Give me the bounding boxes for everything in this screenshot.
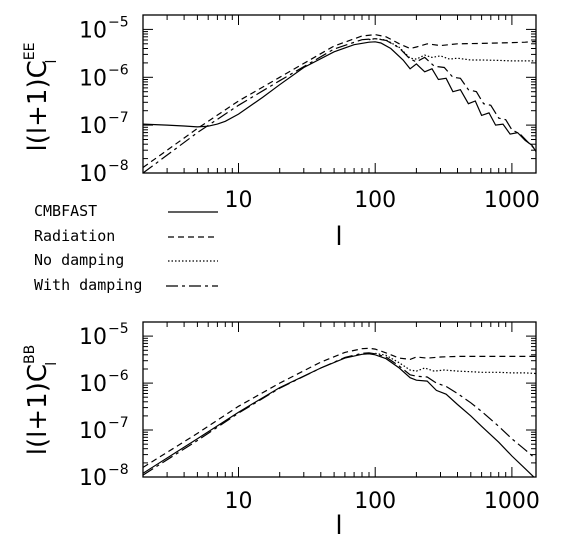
series-line-bb-cmbfast <box>143 354 536 479</box>
plot-frame-ee <box>143 15 536 173</box>
series-line-ee-cmbfast <box>143 42 536 152</box>
y-axis-label-ee-sup: EE <box>22 43 38 61</box>
plot-frame-bb <box>143 322 536 477</box>
y-axis-label-ee-base: l(l+1)C <box>23 60 53 151</box>
x-tick-label-ee: 1000 <box>484 188 540 213</box>
legend-item-radiation: Radiation <box>34 227 218 245</box>
y-axis-label-bb-base: l(l+1)C <box>23 364 53 455</box>
y-tick-exponent-ee: −8 <box>108 158 129 174</box>
y-axis-label-ee-sub: l <box>44 60 60 64</box>
series-line-bb-radiation <box>143 348 536 467</box>
y-tick-exponent-bb: −7 <box>108 415 129 431</box>
y-tick-label-bb: 10 <box>79 372 107 397</box>
y-tick-exponent-bb: −5 <box>108 321 129 337</box>
y-tick-label-ee: 10 <box>79 162 107 187</box>
y-axis-label-ee: l(l+1)CEE l <box>22 43 60 152</box>
y-axis-label-bb: l(l+1)CBB l <box>22 345 60 455</box>
x-tick-label-bb: 10 <box>225 489 253 514</box>
legend-item-no-damping: No damping <box>34 251 218 269</box>
y-tick-exponent-ee: −6 <box>108 62 129 78</box>
legend-label-no-damping: No damping <box>34 251 124 269</box>
y-tick-label-ee: 10 <box>79 18 107 43</box>
y-tick-label-ee: 10 <box>79 66 107 91</box>
x-tick-label-bb: 100 <box>354 489 396 514</box>
legend-item-cmbfast: CMBFAST <box>34 202 218 220</box>
series-line-ee-radiation <box>143 35 536 168</box>
legend-label-cmbfast: CMBFAST <box>34 202 97 220</box>
x-tick-label-ee: 100 <box>354 188 396 213</box>
series-layer-bb <box>143 348 536 479</box>
legend-label-with-damping: With damping <box>34 276 142 294</box>
x-axis-label-ee: l <box>335 222 342 252</box>
y-tick-label-bb: 10 <box>79 325 107 350</box>
x-tick-label-ee: 10 <box>225 188 253 213</box>
y-tick-exponent-ee: −7 <box>108 110 129 126</box>
series-line-ee-no-damping <box>369 39 536 61</box>
y-tick-label-bb: 10 <box>79 419 107 444</box>
series-line-bb-with-damping <box>143 353 536 475</box>
y-axis-label-bb-sub: l <box>44 362 60 366</box>
legend-item-with-damping: With damping <box>34 276 218 294</box>
y-tick-exponent-ee: −5 <box>108 14 129 30</box>
y-axis-label-bb-sup: BB <box>22 345 38 364</box>
legend-label-radiation: Radiation <box>34 227 115 245</box>
x-tick-label-bb: 1000 <box>484 489 540 514</box>
x-axis-label-bb: l <box>335 511 342 541</box>
y-tick-label-bb: 10 <box>79 466 107 491</box>
legend: CMBFAST Radiation No damping With dampin… <box>34 202 218 294</box>
y-tick-label-ee: 10 <box>79 114 107 139</box>
y-tick-exponent-bb: −8 <box>108 462 129 478</box>
y-tick-exponent-bb: −6 <box>108 368 129 384</box>
series-layer-ee <box>143 35 536 173</box>
